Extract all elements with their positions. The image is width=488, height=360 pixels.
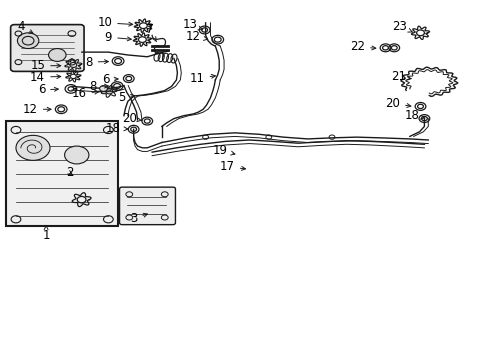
Text: 8: 8 xyxy=(85,55,108,69)
Text: 17: 17 xyxy=(219,160,245,173)
Text: 20: 20 xyxy=(385,97,410,110)
Circle shape xyxy=(100,86,107,91)
Bar xyxy=(6,121,118,226)
Text: 9: 9 xyxy=(104,31,131,44)
Text: 23: 23 xyxy=(392,20,412,33)
Text: 12: 12 xyxy=(23,103,51,116)
Text: 8: 8 xyxy=(89,80,108,93)
Text: 18: 18 xyxy=(105,122,127,135)
FancyBboxPatch shape xyxy=(11,24,84,71)
Text: 1: 1 xyxy=(42,226,50,242)
Text: 2: 2 xyxy=(66,166,73,179)
Text: 13: 13 xyxy=(182,18,203,31)
Text: 4: 4 xyxy=(17,20,33,33)
Circle shape xyxy=(18,33,39,49)
Text: 6: 6 xyxy=(38,84,58,96)
Circle shape xyxy=(64,146,89,164)
Circle shape xyxy=(16,135,50,160)
Text: 10: 10 xyxy=(97,16,132,29)
Text: 16: 16 xyxy=(71,87,99,100)
FancyBboxPatch shape xyxy=(119,187,175,225)
Text: 7: 7 xyxy=(145,23,156,42)
Text: 14: 14 xyxy=(30,71,61,84)
Text: 18: 18 xyxy=(404,109,424,122)
Text: 21: 21 xyxy=(390,70,411,83)
Circle shape xyxy=(48,49,66,62)
Text: 19: 19 xyxy=(212,144,234,157)
Text: 12: 12 xyxy=(185,30,207,43)
Text: 6: 6 xyxy=(102,73,118,86)
Text: 11: 11 xyxy=(189,72,215,85)
Text: 22: 22 xyxy=(349,40,375,53)
Text: 20: 20 xyxy=(122,112,142,125)
Text: 5: 5 xyxy=(118,91,134,104)
Text: 15: 15 xyxy=(30,59,61,72)
Text: 3: 3 xyxy=(130,212,147,225)
